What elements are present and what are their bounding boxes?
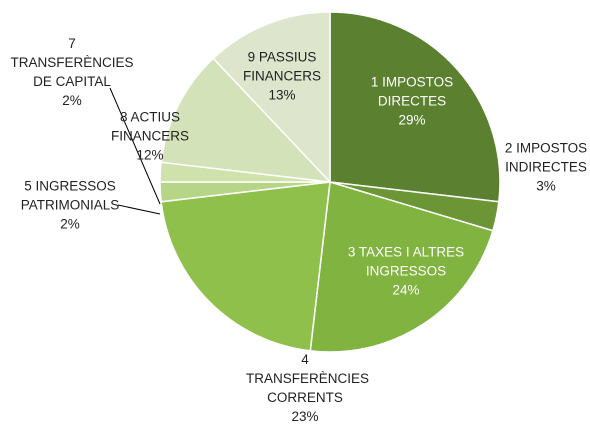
slice-label: 7 TRANSFERÈNCIES DE CAPITAL 2% (10, 34, 135, 110)
pie-slice (212, 11, 331, 184)
category-label: 7 TRANSFERÈNCIES DE CAPITAL (10, 36, 134, 89)
slice-label: 2 IMPOSTOS INDIRECTES 3% (496, 139, 590, 196)
category-label: 1 IMPOSTOS DIRECTES (370, 74, 454, 109)
slice-label: 4 TRANSFERÈNCIES CORRENTS 23% (246, 350, 370, 426)
value-label: 2% (62, 93, 82, 108)
slice-label: 9 PASSIUS FINANCERS 13% (232, 48, 332, 105)
slice-label: 8 ACTIUS FINANCERS 12% (100, 108, 200, 165)
value-label: 29% (398, 112, 426, 128)
value-label: 13% (268, 87, 296, 103)
slice-label: 3 TAXES I ALTRES INGRESSOS 24% (336, 243, 476, 300)
leader-line (117, 204, 161, 215)
category-label: 2 IMPOSTOS INDIRECTES (504, 140, 588, 175)
pie (159, 11, 501, 353)
category-label: 8 ACTIUS FINANCERS (110, 109, 189, 144)
category-label: 5 INGRESSOS PATRIMONIALS (20, 178, 120, 213)
value-label: 12% (136, 147, 164, 163)
pie-slice (329, 11, 501, 203)
category-label: 4 TRANSFERÈNCIES CORRENTS (246, 352, 370, 405)
value-label: 2% (60, 216, 80, 232)
slice-label: 1 IMPOSTOS DIRECTES 29% (352, 73, 472, 130)
pie-slice (160, 57, 332, 183)
value-label: 23% (291, 409, 319, 424)
pie-slice (160, 181, 331, 352)
category-label: 3 TAXES I ALTRES INGRESSOS (347, 244, 465, 279)
slice-label: 5 INGRESSOS PATRIMONIALS 2% (5, 177, 135, 234)
category-label: 9 PASSIUS FINANCERS (242, 49, 321, 84)
leader-line (109, 87, 161, 205)
pie-slice (309, 181, 494, 353)
value-label: 3% (536, 178, 556, 194)
value-label: 24% (392, 282, 420, 298)
